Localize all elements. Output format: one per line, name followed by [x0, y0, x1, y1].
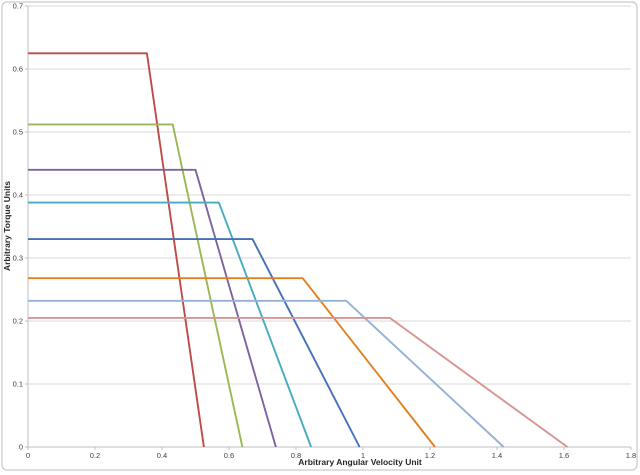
y-tick-label: 0.1	[13, 380, 23, 389]
y-tick-label: 0	[19, 443, 23, 452]
x-tick-label: 0.4	[157, 451, 167, 460]
axes	[25, 5, 632, 450]
series-line-series-4-teal	[28, 201, 312, 448]
gridlines	[28, 5, 631, 385]
x-tick-label: 0.2	[90, 451, 100, 460]
x-tick-label: 1	[361, 451, 365, 460]
series-line-series-1-red	[28, 52, 205, 448]
y-tick-label: 0.5	[13, 128, 23, 137]
x-tick-label: 0.8	[291, 451, 301, 460]
x-tick-label: 1.4	[492, 451, 502, 460]
y-tick-label: 0.4	[13, 191, 23, 200]
series-line-series-5-blue	[28, 238, 361, 448]
x-tick-label: 1.8	[626, 451, 636, 460]
series-line-series-7-lightblue	[28, 299, 505, 448]
x-tick-label: 0.6	[224, 451, 234, 460]
series-line-series-6-orange	[28, 277, 436, 448]
series-lines	[28, 52, 568, 448]
x-tick-label: 0	[26, 451, 30, 460]
series-line-series-2-green	[28, 123, 244, 448]
x-tick-label: 1.6	[559, 451, 569, 460]
y-axis-title: Arbitrary Torque Units	[2, 181, 12, 271]
series-line-series-3-purple	[28, 168, 277, 448]
tick-labels: 0 0.2 0.4 0.6 0.8 1 1.2 1.4 1.6 1.8 0 0.1 0.2 0.3 0.4 0…	[13, 2, 637, 461]
y-tick-label: 0.2	[13, 317, 23, 326]
y-tick-label: 0.6	[13, 65, 23, 74]
x-axis-title: Arbitrary Angular Velocity Unit	[298, 457, 422, 467]
y-tick-label: 0.7	[13, 2, 23, 11]
x-tick-label: 1.2	[425, 451, 435, 460]
y-tick-label: 0.3	[13, 254, 23, 263]
series-line-series-8-pink	[28, 316, 568, 448]
